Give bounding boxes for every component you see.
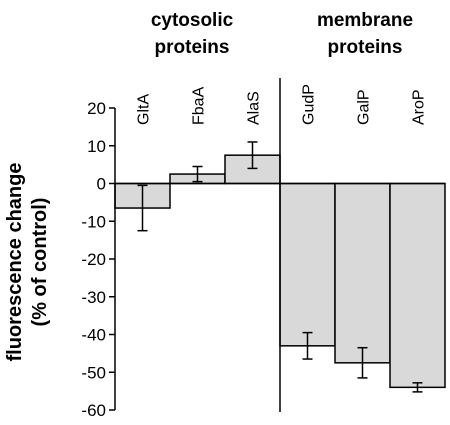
error-bar-arop [412, 382, 423, 393]
y-tick-label: -60 [81, 401, 106, 420]
y-tick-label: 10 [87, 137, 106, 156]
y-tick-label: -50 [81, 363, 106, 382]
error-bar-fbaa [192, 165, 203, 183]
error-bar-glta [137, 184, 148, 232]
group-label-cytosolic-line2: proteins [155, 37, 230, 58]
bar-gudp [279, 182, 336, 347]
y-axis-label-line1: fluorescence change [4, 163, 26, 362]
bar-arop [389, 182, 446, 389]
group-label-cytosolic-line1: cytosolic [151, 10, 234, 31]
group-label-membrane-line1: membrane [317, 10, 413, 31]
y-tick-label: -10 [81, 212, 106, 231]
category-label-arop: AroP [411, 89, 428, 125]
category-label-glta: GltA [136, 94, 153, 125]
y-tick-label: -30 [81, 288, 106, 307]
y-ticks: 20 10 0 -10 -20 -30 -40 -50 -60 [81, 99, 115, 420]
bar-galp [334, 182, 391, 364]
y-tick-label: 0 [97, 175, 106, 194]
error-bars [137, 141, 423, 393]
y-axis-label-line2: (% of control) [29, 198, 51, 327]
y-axis-label: fluorescence change (% of control) [4, 163, 51, 362]
category-label-galp: GalP [356, 89, 373, 125]
category-label-fbaa: FbaA [191, 86, 208, 125]
category-label-gudp: GudP [301, 84, 318, 125]
y-tick-label: 20 [87, 99, 106, 118]
error-bar-gudp [302, 331, 313, 360]
group-label-membrane-line2: proteins [328, 37, 403, 58]
y-tick-label: -40 [81, 326, 106, 345]
category-labels: GltA FbaA AlaS GudP GalP AroP [136, 84, 428, 125]
group-labels: cytosolic proteins membrane proteins [151, 10, 413, 58]
error-bar-alas [247, 141, 258, 170]
y-tick-label: -20 [81, 250, 106, 269]
error-bar-galp [357, 346, 368, 379]
category-label-alas: AlaS [246, 91, 263, 125]
